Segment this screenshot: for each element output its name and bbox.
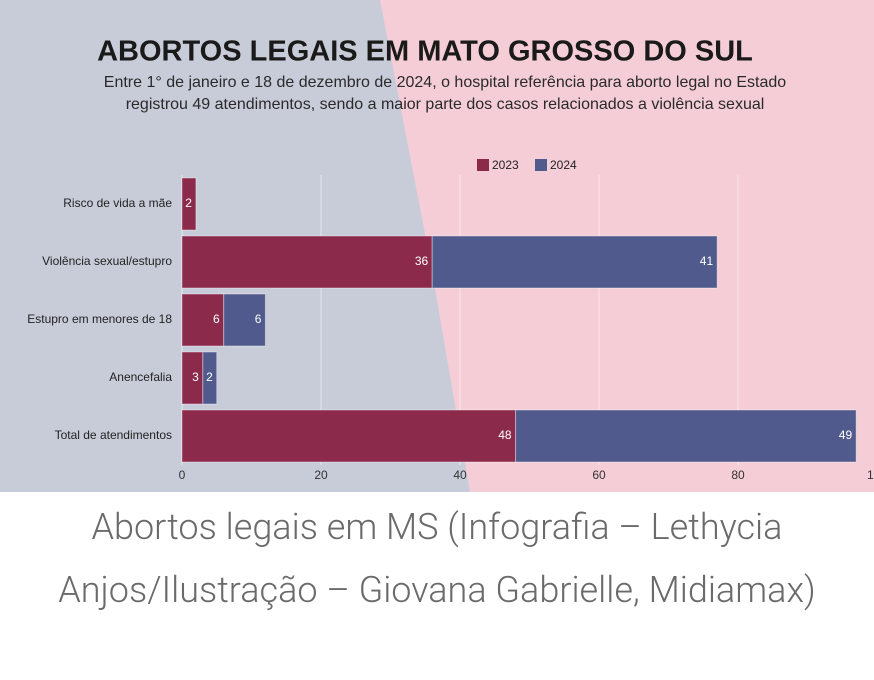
x-tick-label: 0 [179,468,186,482]
x-tick-label: 40 [453,468,467,482]
bar [181,235,433,289]
subtitle: Entre 1° de janeiro e 18 de dezembro de … [104,74,787,91]
value-label: 6 [213,312,220,326]
bar [515,409,857,463]
x-tick-label: 20 [314,468,328,482]
bar [181,177,197,231]
value-label: 48 [498,428,512,442]
value-label: 36 [415,254,429,268]
bar [181,409,517,463]
bar [202,351,218,405]
value-label: 49 [839,428,853,442]
y-tick-label: Estupro em menores de 18 [27,312,172,326]
value-label: 2 [185,196,192,210]
legend-swatch [477,159,489,171]
subtitle: registrou 49 atendimentos, sendo a maior… [126,96,765,113]
x-tick-label: 100 [867,468,874,482]
bar [431,235,718,289]
value-label: 41 [700,254,714,268]
legend-label: 2023 [492,158,519,172]
bar [181,293,225,347]
value-label: 6 [255,312,262,326]
legend-label: 2024 [550,158,577,172]
y-tick-label: Total de atendimentos [55,428,172,442]
value-label: 2 [206,370,213,384]
x-tick-label: 60 [592,468,606,482]
y-tick-label: Anencefalia [109,370,172,384]
y-tick-label: Violência sexual/estupro [42,254,172,268]
bar [223,293,266,347]
value-label: 3 [192,370,199,384]
y-tick-label: Risco de vida a mãe [63,196,172,210]
chart: ABORTOS LEGAIS EM MATO GROSSO DO SUL Ent… [0,0,874,492]
caption: Abortos legais em MS (Infografia – Lethy… [58,506,816,611]
x-tick-label: 80 [731,468,745,482]
chart-title: ABORTOS LEGAIS EM MATO GROSSO DO SUL [97,36,753,68]
legend-swatch [535,159,547,171]
